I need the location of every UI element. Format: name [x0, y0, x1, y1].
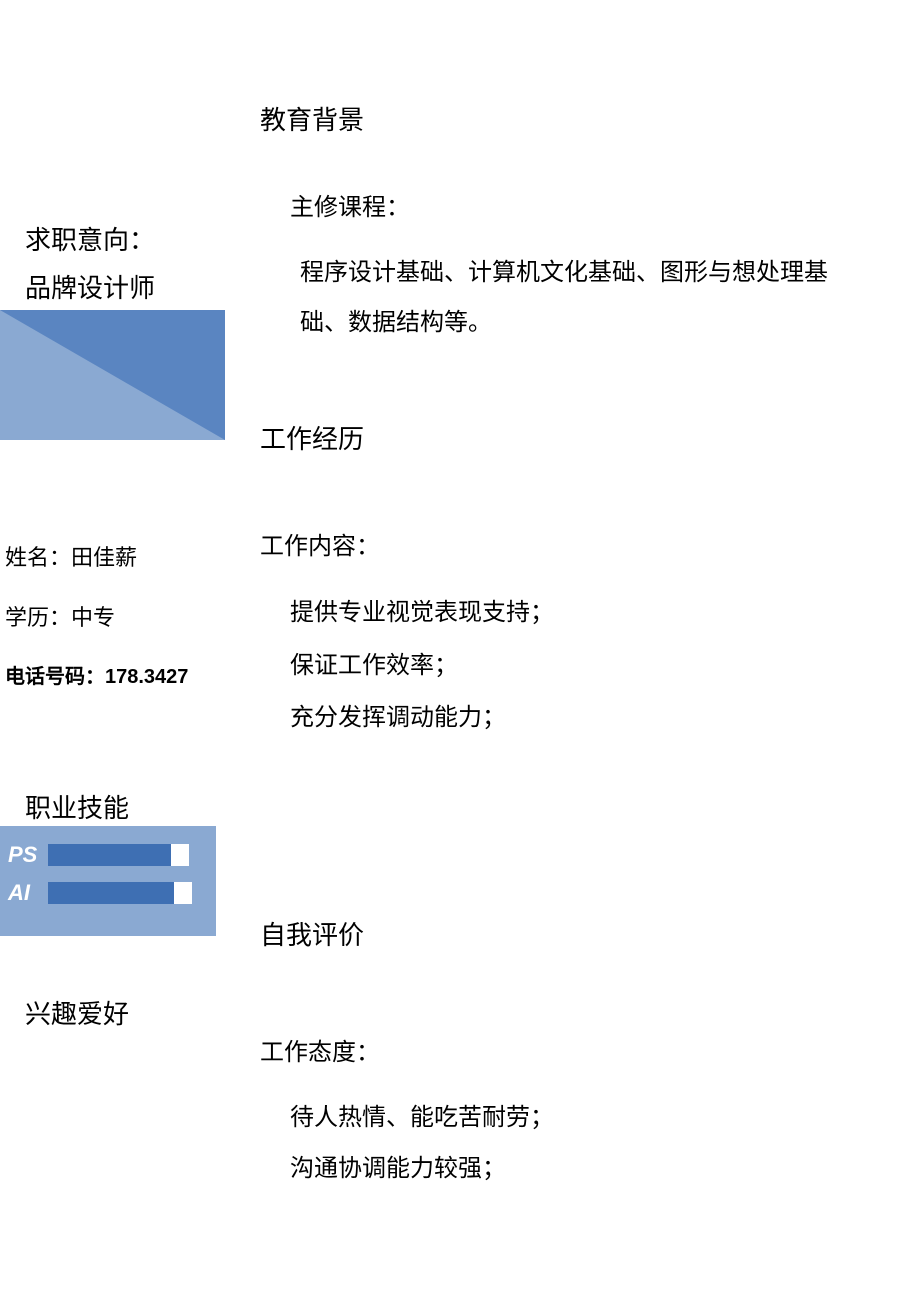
skills-chart: PS AI — [0, 826, 216, 936]
hobbies-heading: 兴趣爱好 — [25, 994, 129, 1031]
skill-bar-knob-ai — [174, 882, 192, 904]
skill-bar-ai — [48, 882, 208, 904]
attitude-label: 工作态度： — [260, 1032, 920, 1067]
work-content-list: 提供专业视觉表现支持； 保证工作效率； 充分发挥调动能力； — [290, 587, 920, 745]
attitude-list: 待人热情、能吃苦耐劳； 沟通协调能力较强； — [290, 1093, 920, 1194]
education-label: 学历： — [5, 605, 71, 630]
skill-row-ps: PS — [0, 836, 216, 874]
skill-label-ai: AI — [8, 880, 48, 906]
skill-bar-fill-ai — [48, 882, 192, 904]
skill-bar-fill-ps — [48, 844, 189, 866]
skill-row-ai: AI — [0, 874, 216, 912]
work-item-3: 充分发挥调动能力； — [290, 692, 920, 745]
job-intent-label: 求职意向： — [25, 220, 155, 257]
self-eval-heading: 自我评价 — [260, 915, 920, 952]
work-content-label: 工作内容： — [260, 526, 920, 561]
skill-label-ps: PS — [8, 842, 48, 868]
work-heading: 工作经历 — [260, 419, 920, 456]
name-value: 田佳薪 — [71, 545, 137, 570]
courses-body: 程序设计基础、计算机文化基础、图形与想处理基础、数据结构等。 — [300, 248, 860, 349]
job-intent-value: 品牌设计师 — [25, 268, 155, 305]
phone-value: 178.3427 — [105, 666, 188, 688]
attitude-item-2: 沟通协调能力较强； — [290, 1144, 920, 1194]
work-item-1: 提供专业视觉表现支持； — [290, 587, 920, 640]
triangle-decoration-icon — [0, 310, 225, 440]
education-value: 中专 — [71, 605, 115, 630]
attitude-item-1: 待人热情、能吃苦耐劳； — [290, 1093, 920, 1143]
name-label: 姓名： — [5, 545, 71, 570]
skill-bar-ps — [48, 844, 208, 866]
skill-bar-knob-ps — [171, 844, 189, 866]
courses-label: 主修课程： — [290, 187, 920, 222]
phone-label: 电话号码： — [5, 666, 105, 688]
personal-info: 姓名：田佳薪 学历：中专 电话号码：178.3427 — [5, 540, 188, 717]
name-row: 姓名：田佳薪 — [5, 540, 188, 572]
skills-heading: 职业技能 — [25, 788, 129, 825]
main-content: 教育背景 主修课程： 程序设计基础、计算机文化基础、图形与想处理基础、数据结构等… — [230, 0, 920, 1301]
education-heading: 教育背景 — [260, 100, 920, 137]
phone-row: 电话号码：178.3427 — [5, 660, 188, 689]
resume-container: 求职意向： 品牌设计师 姓名：田佳薪 学历：中专 电话号码：178.3427 职… — [0, 0, 920, 1301]
work-item-2: 保证工作效率； — [290, 640, 920, 693]
education-row: 学历：中专 — [5, 600, 188, 632]
sidebar: 求职意向： 品牌设计师 姓名：田佳薪 学历：中专 电话号码：178.3427 职… — [0, 0, 230, 1301]
